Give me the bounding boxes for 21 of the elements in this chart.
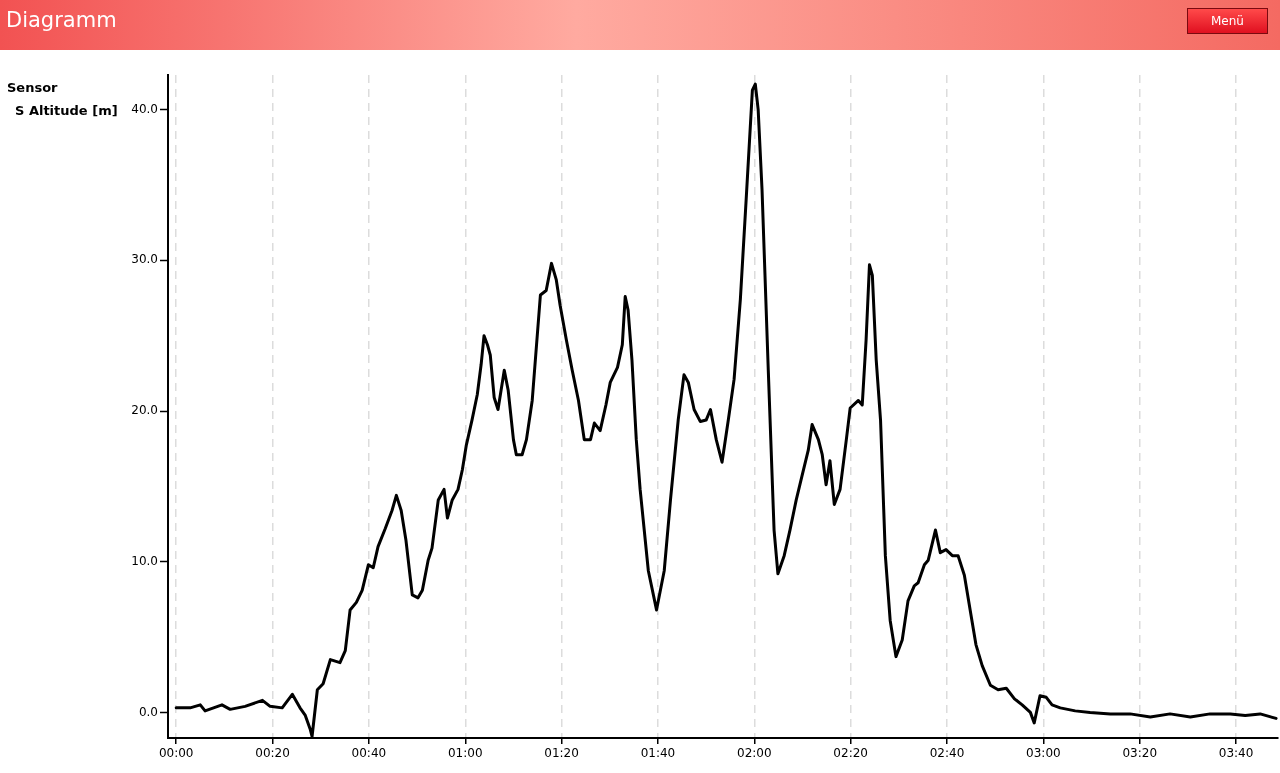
x-tick-label: 02:40 <box>929 746 965 761</box>
x-tick-label: 03:20 <box>1122 746 1158 761</box>
y-tick-label: 20.0 <box>131 403 158 418</box>
x-tick-label: 03:00 <box>1026 746 1061 761</box>
x-tick-label: 02:20 <box>833 746 868 761</box>
y-tick-label: 10.0 <box>131 553 158 568</box>
x-tick-label: 02:00 <box>737 746 772 761</box>
x-tick-label: 01:00 <box>447 746 483 761</box>
y-tick-label: 40.0 <box>131 101 158 116</box>
y-tick-label: 30.0 <box>131 252 158 267</box>
text: S Altitude [m] <box>15 103 118 118</box>
x-tick-label: 00:40 <box>351 746 387 761</box>
x-tick-label: 00:20 <box>255 746 290 761</box>
x-tick-label: 01:20 <box>544 746 579 761</box>
text: Menü <box>1187 8 1268 34</box>
x-tick-label: 00:00 <box>158 746 194 761</box>
legend-title: Sensor <box>7 80 59 95</box>
y-tick-label: 0.0 <box>138 704 158 719</box>
chart-title: Diagramm <box>6 8 117 32</box>
x-tick-label: 01:40 <box>640 746 676 761</box>
x-tick-label: 03:40 <box>1218 746 1254 761</box>
